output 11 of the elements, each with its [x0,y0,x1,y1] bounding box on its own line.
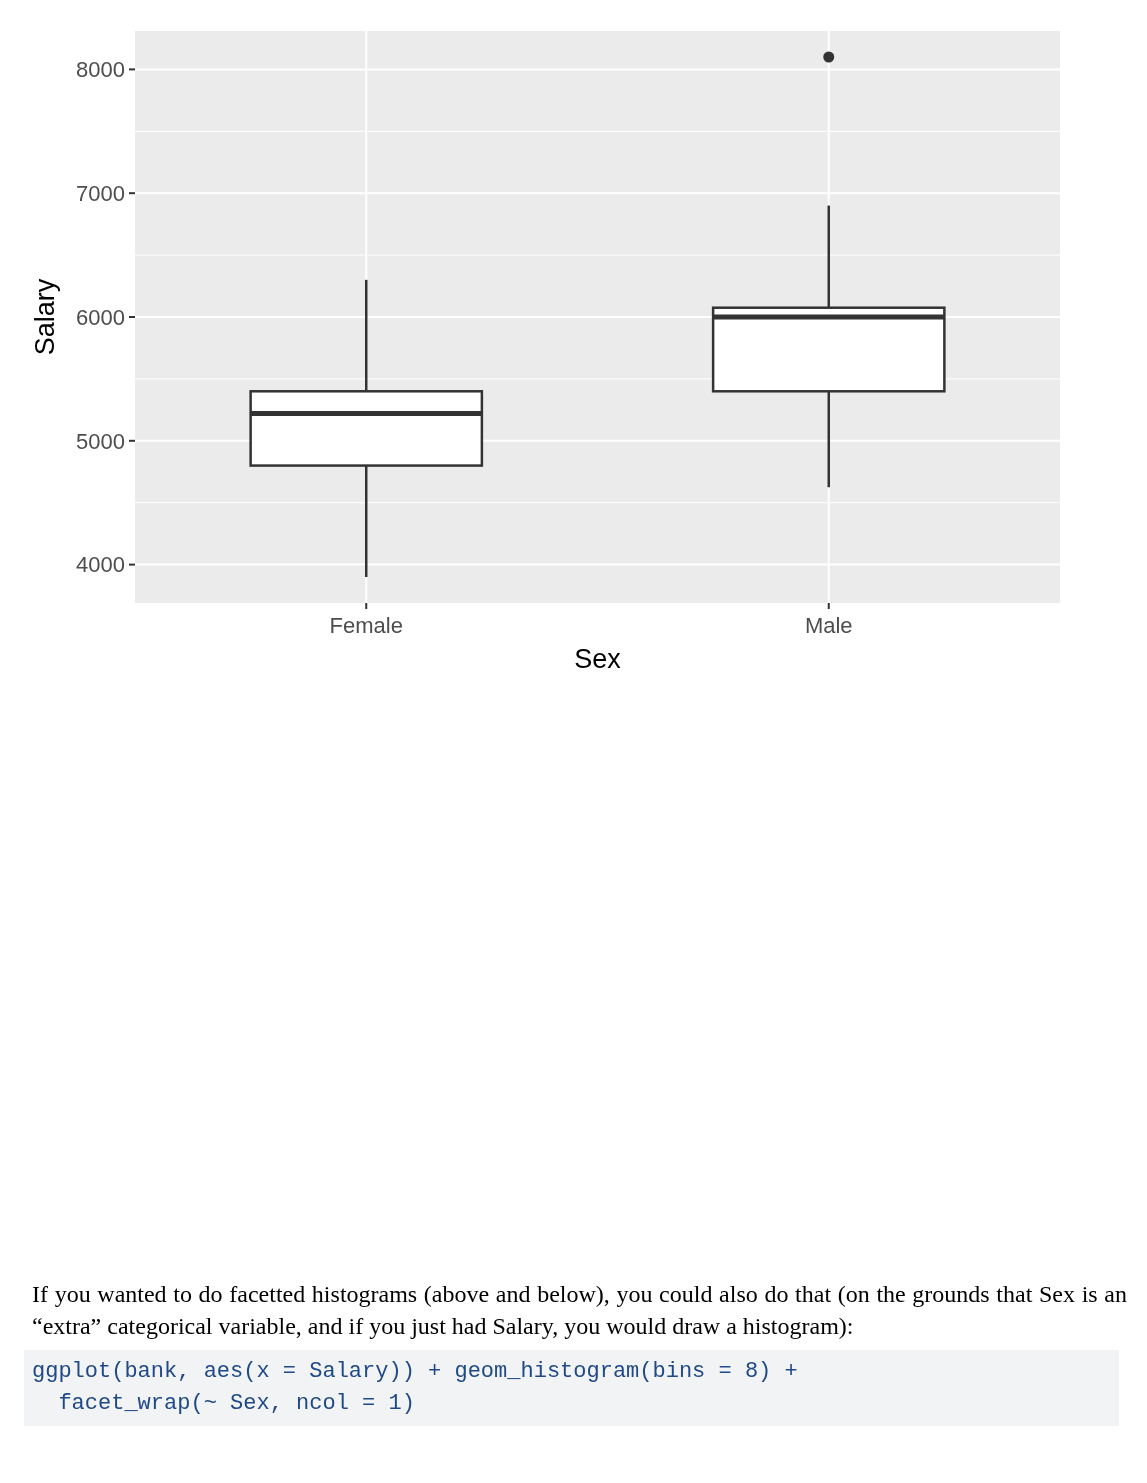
x-axis-title: Sex [574,644,622,674]
y-tick-label: 7000 [76,180,125,206]
y-tick-label: 8000 [76,57,125,83]
text: If you wanted to do facetted histograms (above and below), you could also do that (on the grounds that Sex is an “extra” categorical variable, and if you just had Salary, you would draw a histogram): [32,1280,1127,1341]
x-tick-label: Male [804,613,853,638]
y-tick-label: 5000 [76,428,125,454]
y-tick-label: 4000 [76,552,125,578]
y-axis-title: Salary [30,278,60,356]
text: ggplot(bank, aes(x = Salary)) + geom_histogram(bins = 8) + facet_wrap(~ Sex, ncol = 1) [24,1350,1119,1426]
y-tick-label: 6000 [76,304,125,330]
x-tick-label: Female [329,613,403,638]
